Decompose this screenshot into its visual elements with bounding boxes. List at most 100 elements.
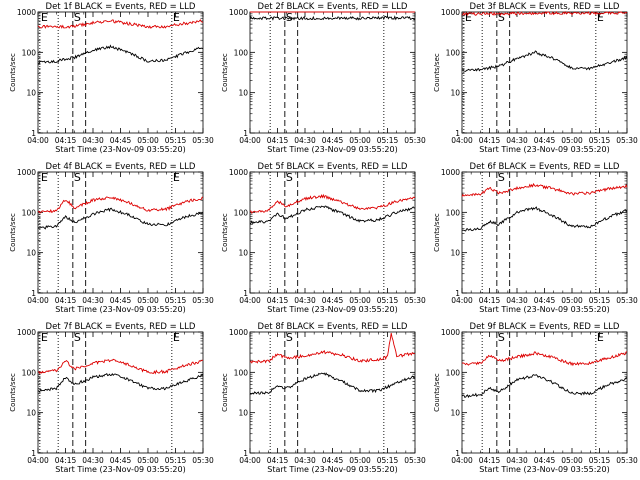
y-tick-label: 1 [455, 449, 460, 458]
y-tick-label: 10 [238, 89, 248, 98]
y-tick-label: 100 [234, 208, 249, 217]
x-tick-label: 04:30 [294, 456, 316, 465]
y-tick-label: 1000 [17, 168, 36, 177]
series-events-line [461, 206, 628, 232]
event-marker-label: S [74, 11, 81, 24]
event-marker-label: S [286, 331, 293, 344]
y-tick-label: 1 [31, 449, 36, 458]
x-tick-label: 04:15 [267, 456, 289, 465]
event-marker-label: E [41, 171, 48, 184]
x-tick-label: 04:45 [534, 136, 556, 145]
x-tick-label: 05:00 [349, 136, 371, 145]
y-tick-label: 1000 [441, 168, 460, 177]
x-tick-label: 05:30 [616, 136, 638, 145]
panel-title: Det 5f BLACK = Events, RED = LLD [258, 162, 408, 172]
y-tick-label: 1000 [17, 8, 36, 17]
y-axis-label: Counts/sec [433, 53, 441, 92]
detector-panel-9: Det 9f BLACK = Events, RED = LLD 1 10 100 10… [433, 322, 638, 474]
detector-panel-4: Det 4f BLACK = Events, RED = LLD 1 10 100 10… [9, 162, 214, 314]
plot-frame [249, 171, 416, 294]
y-tick-label: 100 [446, 48, 461, 57]
y-tick-label: 1000 [229, 168, 248, 177]
x-tick-label: 04:00 [239, 296, 261, 305]
x-tick-label: 05:30 [192, 136, 214, 145]
x-tick-label: 04:00 [451, 136, 473, 145]
x-axis-label: Start Time (23-Nov-09 03:55:20) [267, 145, 397, 154]
series-lld-line [37, 358, 204, 375]
detector-panel-2: Det 2f BLACK = Events, RED = LLD 1 10 100 10… [221, 2, 426, 154]
x-tick-label: 05:15 [589, 456, 611, 465]
x-axis-label: Start Time (23-Nov-09 03:55:20) [55, 465, 185, 474]
x-tick-label: 05:00 [561, 296, 583, 305]
x-tick-label: 04:45 [110, 456, 132, 465]
y-tick-label: 1 [455, 289, 460, 298]
detector-panel-3: Det 3f BLACK = Events, RED = LLD 1 10 100 10… [433, 2, 638, 154]
x-tick-label: 04:30 [506, 136, 528, 145]
y-tick-label: 10 [450, 89, 460, 98]
series-lld-line [249, 193, 416, 214]
x-axis-label: Start Time (23-Nov-09 03:55:20) [55, 305, 185, 314]
x-axis-label: Start Time (23-Nov-09 03:55:20) [267, 465, 397, 474]
x-tick-label: 05:15 [589, 296, 611, 305]
y-tick-label: 1 [31, 129, 36, 138]
y-tick-label: 10 [450, 249, 460, 258]
x-axis-label: Start Time (23-Nov-09 03:55:20) [479, 145, 609, 154]
series-events-line [37, 44, 204, 64]
event-marker-label: E [41, 11, 48, 24]
x-tick-label: 04:45 [534, 296, 556, 305]
x-tick-label: 04:00 [451, 456, 473, 465]
y-tick-label: 10 [450, 409, 460, 418]
x-tick-label: 04:30 [294, 136, 316, 145]
x-tick-label: 05:00 [137, 456, 159, 465]
panel-title: Det 4f BLACK = Events, RED = LLD [46, 162, 196, 172]
x-tick-label: 04:15 [267, 296, 289, 305]
x-tick-label: 05:15 [589, 136, 611, 145]
y-tick-label: 1 [243, 129, 248, 138]
y-tick-label: 10 [26, 249, 36, 258]
panel-title: Det 6f BLACK = Events, RED = LLD [470, 162, 620, 172]
x-tick-label: 05:30 [404, 456, 426, 465]
event-marker-label: E [41, 331, 48, 344]
x-tick-label: 05:15 [165, 136, 187, 145]
series-lld-line [37, 196, 204, 214]
x-tick-label: 04:00 [27, 136, 49, 145]
y-axis-label: Counts/sec [221, 53, 229, 92]
y-axis-label: Counts/sec [9, 373, 17, 412]
series-lld-line [249, 332, 416, 364]
series-events-line [249, 205, 416, 225]
x-tick-label: 04:00 [27, 296, 49, 305]
y-tick-label: 1000 [229, 328, 248, 337]
y-tick-label: 100 [446, 368, 461, 377]
event-marker-label: E [173, 331, 180, 344]
x-tick-label: 04:45 [110, 136, 132, 145]
x-axis-label: Start Time (23-Nov-09 03:55:20) [479, 305, 609, 314]
y-axis-label: Counts/sec [9, 213, 17, 252]
x-tick-label: 04:00 [27, 456, 49, 465]
plot-frame [249, 331, 416, 454]
x-tick-label: 04:30 [506, 456, 528, 465]
event-marker-label: E [173, 11, 180, 24]
x-tick-label: 04:45 [534, 456, 556, 465]
x-tick-label: 04:15 [55, 456, 77, 465]
detector-panel-1: Det 1f BLACK = Events, RED = LLD 1 10 100 10… [9, 2, 214, 154]
series-lld-line [37, 19, 204, 29]
x-tick-label: 04:30 [294, 296, 316, 305]
x-tick-label: 04:30 [506, 296, 528, 305]
detector-panel-5: Det 5f BLACK = Events, RED = LLD 1 10 100 10… [221, 162, 426, 314]
y-tick-label: 100 [22, 208, 37, 217]
plot-frame [249, 11, 416, 134]
x-tick-label: 05:00 [349, 296, 371, 305]
x-axis-label: Start Time (23-Nov-09 03:55:20) [55, 145, 185, 154]
x-tick-label: 05:30 [616, 296, 638, 305]
x-tick-label: 05:30 [192, 296, 214, 305]
y-tick-label: 100 [234, 368, 249, 377]
x-tick-label: 04:00 [239, 136, 261, 145]
x-tick-label: 04:15 [479, 296, 501, 305]
plot-frame [461, 331, 628, 454]
x-tick-label: 05:15 [165, 456, 187, 465]
x-tick-label: 04:30 [82, 296, 104, 305]
panel-title: Det 2f BLACK = Events, RED = LLD [258, 2, 408, 12]
panel-title: Det 7f BLACK = Events, RED = LLD [46, 322, 196, 332]
panel-title: Det 8f BLACK = Events, RED = LLD [258, 322, 408, 332]
